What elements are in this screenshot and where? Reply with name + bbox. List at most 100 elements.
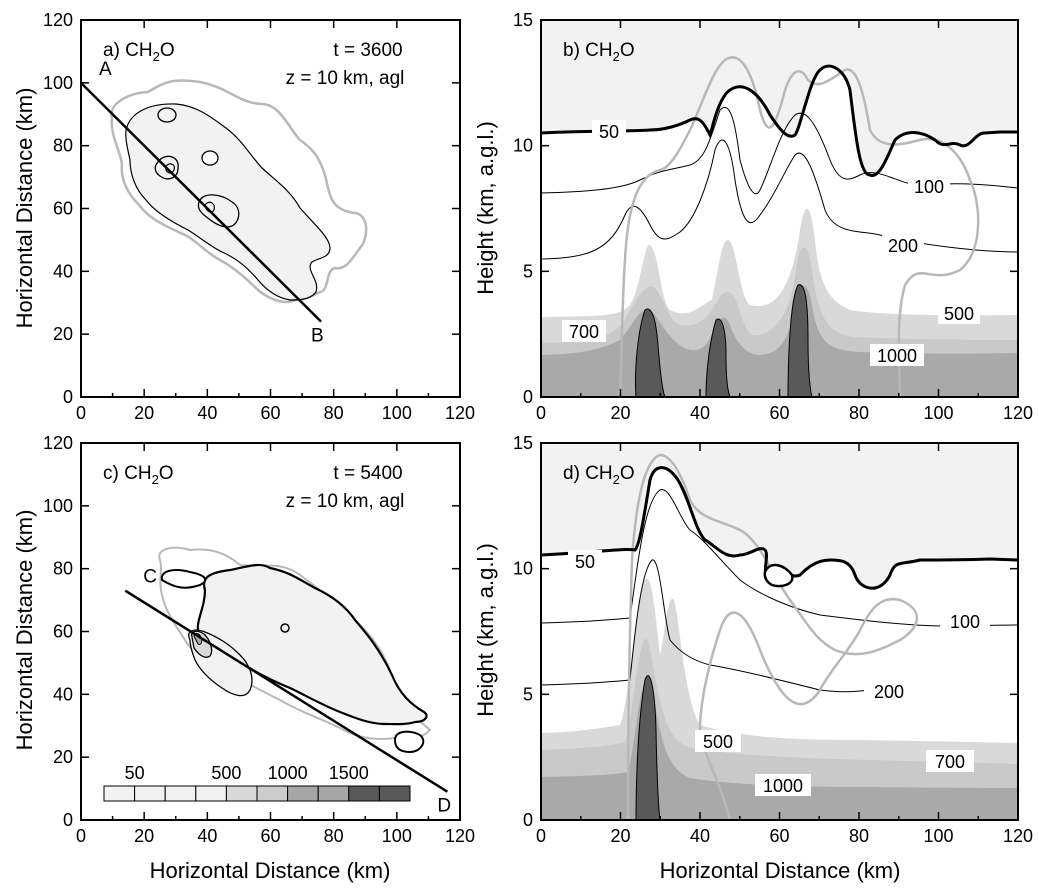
colorbar-swatch (103, 785, 136, 802)
panel-a-ytick-label: 100 (43, 73, 73, 93)
colorbar-swatch (348, 785, 380, 802)
panel-a-xtick-label: 100 (382, 403, 412, 423)
colorbar-label: 1500 (329, 763, 369, 783)
panel-d-xtick-label: 40 (690, 826, 710, 846)
panel-a-xtick-label: 80 (324, 403, 344, 423)
panel-b-ytick-label: 10 (513, 136, 533, 156)
panel-d-contour-label-500: 500 (703, 732, 733, 752)
colorbar-swatch (317, 785, 350, 802)
panel-b-fill-1500-2 (705, 318, 731, 398)
panel-d-contour-50-loop (763, 563, 794, 588)
panel-c-section-start-label: C (143, 567, 157, 588)
panel-c-time: t = 5400 (333, 463, 402, 484)
colorbar-swatch (378, 785, 411, 802)
panel-a-label: a) CH2O (103, 40, 175, 64)
panel-a-section-line: AB (80, 59, 324, 347)
panel-c-ytick-label: 20 (53, 747, 73, 767)
colorbar-swatch (256, 785, 289, 802)
panel-b-ytick-label: 5 (523, 261, 533, 281)
panel-a-xtick-label: 20 (134, 403, 154, 423)
panel-d-contour-label-bg-1000 (755, 774, 811, 796)
panel-c-xtick-label: 120 (445, 826, 475, 846)
colorbar-swatch (164, 785, 197, 802)
panel-d-contour-label-700: 700 (935, 752, 965, 772)
panel-b-contour-label-200: 200 (888, 236, 918, 256)
panel-d-fill-1000 (541, 678, 1018, 820)
panel-b-ytick-label: 15 (513, 10, 533, 30)
panel-b-label: b) CH2O (563, 40, 635, 64)
panel-c-label: c) CH2O (103, 463, 174, 487)
panel-d-xtick-label: 80 (849, 826, 869, 846)
panel-a-section-start-label: A (99, 59, 112, 80)
colorbar-swatch (287, 785, 319, 802)
panel-b-xtick-label: 100 (923, 403, 953, 423)
panel-b-fill-1500-3 (787, 284, 813, 398)
panel-d-fill-1500 (635, 675, 661, 821)
panel-d-contour-label-bg-500 (695, 730, 741, 752)
panel-c-ytick-label: 120 (43, 433, 73, 453)
panel-c-colorbar: 50 500 1000 1500 (103, 763, 411, 802)
panel-c-contour-blob-1 (160, 569, 207, 589)
panel-d-contour-label-100: 100 (950, 612, 980, 632)
panel-d-contour-label-1000: 1000 (763, 776, 803, 796)
panel-d-ytick-label: 15 (513, 433, 533, 453)
panel-c-section-line: CD (124, 567, 451, 817)
panel-d-xtick-label: 20 (610, 826, 630, 846)
panel-a-contour-small-1 (157, 107, 177, 123)
panel-d-xlabel: Horizontal Distance (km) (660, 858, 901, 883)
panel-b: 0 20 40 60 80 100 120 0 5 10 15 b) CH2O 50 100 200… (473, 10, 1033, 423)
panel-c-ylabel: Horizontal Distance (km) (12, 510, 37, 751)
panel-b-contour-200 (540, 139, 1019, 260)
panel-d-xtick-label: 60 (769, 826, 789, 846)
panel-c-ytick-label: 60 (53, 622, 73, 642)
panel-b-contour-label-bg-50 (592, 120, 626, 142)
panel-b-contour-gray (618, 56, 980, 398)
panel-a-axes: 0 20 40 60 80 100 120 0 20 40 60 80 100 120 (43, 10, 475, 423)
panel-b-contour-label-bg-100 (908, 175, 950, 197)
panel-b-xtick-label: 20 (610, 403, 630, 423)
panel-b-xtick-label: 120 (1003, 403, 1033, 423)
colorbar-label: 1000 (268, 763, 308, 783)
panel-a-xtick-label: 40 (197, 403, 217, 423)
panel-b-xtick-label: 40 (690, 403, 710, 423)
panel-b-contour-label-1000: 1000 (877, 346, 917, 366)
panel-a-ytick-label: 0 (63, 387, 73, 407)
panel-a-ytick-label: 60 (53, 199, 73, 219)
panel-c-ytick-label: 80 (53, 559, 73, 579)
panel-c-xtick-label: 0 (76, 826, 86, 846)
panel-a-xtick-label: 0 (76, 403, 86, 423)
panel-d-xtick-label: 100 (923, 826, 953, 846)
panel-c-xtick-label: 60 (260, 826, 280, 846)
panel-a-contour-small-2 (201, 150, 219, 166)
panel-d-contour-label-bg-50 (568, 550, 602, 572)
panel-d-contour-label-200: 200 (874, 682, 904, 702)
panel-b-contour-label-bg-1000 (870, 344, 924, 366)
panel-b-contour-50 (540, 64, 1018, 177)
panel-d-contour-label-bg-700 (926, 750, 974, 772)
panel-c-xtick-label: 40 (197, 826, 217, 846)
colorbar-label: 500 (211, 763, 241, 783)
panel-b-contour-label-700: 700 (569, 322, 599, 342)
panel-d-ylabel: Height (km, a.g.l.) (473, 543, 498, 717)
panel-a-height: z = 10 km, agl (286, 68, 405, 89)
panel-b-contour-100 (540, 107, 1019, 195)
panel-c-section-end-label: D (437, 796, 451, 817)
panel-b-contour-label-500: 500 (944, 304, 974, 324)
colorbar-swatch (225, 785, 258, 802)
panel-d: 0 20 40 60 80 100 120 0 5 10 15 d) CH2O 50 100 200… (473, 433, 1033, 883)
panel-a-ytick-label: 40 (53, 261, 73, 281)
panel-c-height: z = 10 km, agl (286, 491, 405, 512)
panel-a-ylabel: Horizontal Distance (km) (12, 88, 37, 329)
colorbar-swatch (195, 785, 227, 802)
panel-b-xtick-label: 80 (849, 403, 869, 423)
panel-b-contour-label-50: 50 (599, 122, 619, 142)
panel-b-fill-1500-1 (634, 308, 666, 398)
panel-d-ytick-label: 10 (513, 559, 533, 579)
panel-b-contour-label-bg-200 (882, 234, 924, 256)
panel-d-contour-label-bg-100 (940, 610, 990, 632)
colorbar-swatch (134, 785, 166, 802)
panel-d-xtick-label: 120 (1003, 826, 1033, 846)
panel-c-ytick-label: 100 (43, 496, 73, 516)
panel-a-time: t = 3600 (333, 40, 402, 61)
